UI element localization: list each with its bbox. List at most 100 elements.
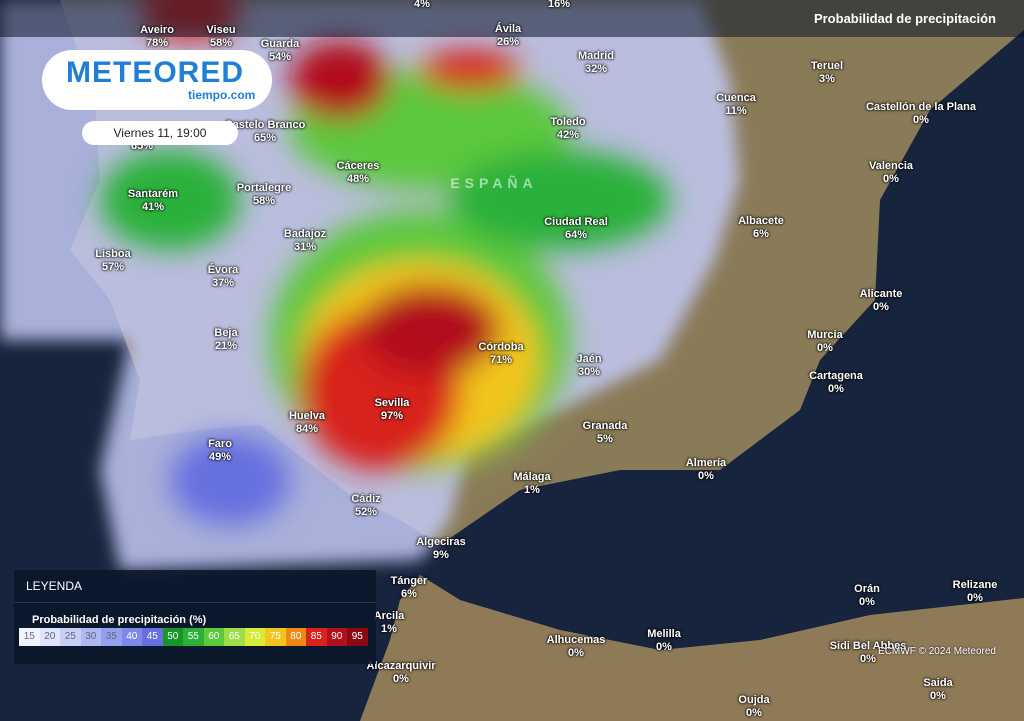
city-label: Saida 0% (923, 677, 952, 703)
city-name: Madrid (577, 50, 615, 62)
city-name: Saida (923, 677, 953, 689)
city-label: Valencia 0% (869, 160, 913, 186)
city-label: Castelo Branco 65% (225, 119, 306, 145)
city-label: 16% (548, 0, 570, 11)
city-name: Granada (582, 420, 628, 432)
city-name: Córdoba (478, 341, 524, 353)
city-name: Guarda (260, 38, 300, 50)
city-name: Teruel (810, 60, 844, 72)
city-probability: 0% (967, 592, 983, 604)
city-name: Santarém (127, 188, 179, 200)
city-name: Oujda (738, 694, 770, 706)
city-name: Alhucemas (546, 634, 606, 646)
city-probability: 4% (414, 0, 430, 10)
city-label: Melilla 0% (647, 628, 681, 654)
city-label: Sidi Bel Abbes 0% (830, 640, 907, 666)
city-label: 4% (414, 0, 430, 11)
legend-divider (14, 602, 376, 603)
city-label: Toledo 42% (550, 116, 585, 142)
city-probability: 84% (295, 423, 319, 435)
city-probability: 41% (141, 201, 165, 213)
city-probability: 58% (209, 37, 233, 49)
city-label: Córdoba 71% (478, 341, 523, 367)
city-label: Tánger 6% (391, 575, 428, 601)
legend-swatch: 65 (224, 628, 245, 646)
city-probability: 97% (380, 410, 404, 422)
city-label: Alicante 0% (860, 288, 903, 314)
city-probability: 6% (753, 228, 769, 240)
city-probability: 5% (597, 433, 613, 445)
city-label: Cádiz 52% (351, 493, 380, 519)
city-label: Madrid 32% (578, 50, 614, 76)
city-name: Melilla (647, 628, 681, 640)
credit: ECMWF © 2024 Meteored (878, 646, 996, 657)
city-label: Orán 0% (854, 583, 880, 609)
city-label: Almería 0% (686, 457, 726, 483)
city-probability: 1% (524, 484, 540, 496)
city-label: Ávila 26% (495, 23, 521, 49)
city-probability: 0% (817, 342, 833, 354)
city-probability: 0% (393, 673, 409, 685)
city-probability: 37% (211, 277, 235, 289)
city-name: Jaén (576, 353, 602, 365)
header-title: Probabilidad de precipitación (813, 11, 996, 26)
logo-site: tiempo.com (188, 88, 256, 102)
legend-swatch: 50 (162, 628, 183, 646)
city-probability: 0% (930, 690, 946, 702)
city-probability: 21% (214, 340, 238, 352)
city-label: Ciudad Real 64% (544, 216, 608, 242)
city-label: Huelva 84% (289, 410, 325, 436)
logo-brand: METEORED (66, 56, 245, 89)
city-label: Viseu 58% (206, 24, 235, 50)
city-name: Valencia (868, 160, 914, 172)
legend-scale: 15 20 25 30 35 40 45 50 55 60 65 70 75 80 85 90 95 (19, 628, 368, 646)
city-name: Badajoz (283, 228, 327, 240)
city-probability: 57% (101, 261, 125, 273)
city-name: Albacete (738, 215, 784, 227)
city-label: Faro 49% (208, 438, 232, 464)
city-probability: 0% (873, 301, 889, 313)
date-badge[interactable]: Viernes 11, 19:00 (82, 121, 238, 145)
city-probability: 71% (489, 354, 513, 366)
city-label: Badajoz 31% (284, 228, 326, 254)
city-name: Sevilla (374, 397, 410, 409)
city-probability: 1% (381, 623, 397, 635)
city-label: Cáceres 48% (337, 160, 380, 186)
city-name: Cartagena (809, 370, 863, 382)
city-label: Sevilla 97% (375, 397, 410, 423)
city-label: Castellón de la Plana 0% (866, 101, 976, 127)
city-label: Évora 37% (208, 264, 239, 290)
city-label: Aveiro 78% (140, 24, 174, 50)
city-name: Cuenca (716, 92, 756, 104)
city-probability: 31% (293, 241, 317, 253)
city-probability: 0% (698, 470, 714, 482)
legend-swatch: 35 (101, 628, 122, 646)
city-label: Cuenca 11% (716, 92, 756, 118)
city-name: Alicante (859, 288, 903, 300)
city-name: Ciudad Real (544, 216, 608, 228)
city-probability: 0% (568, 647, 584, 659)
city-probability: 3% (819, 73, 835, 85)
legend-swatch: 40 (121, 628, 142, 646)
city-label: Murcia 0% (807, 329, 842, 355)
city-name: Beja (214, 327, 238, 339)
city-label: Santarém 41% (128, 188, 178, 214)
city-name: Toledo (550, 116, 586, 128)
city-probability: 6% (401, 588, 417, 600)
city-probability: 0% (656, 641, 672, 653)
legend-swatch: 20 (39, 628, 60, 646)
city-probability: 0% (883, 173, 899, 185)
city-label: Portalegre 58% (237, 182, 291, 208)
city-probability: 0% (913, 114, 929, 126)
city-probability: 11% (725, 105, 747, 117)
city-probability: 0% (746, 707, 762, 719)
city-probability: 26% (496, 36, 520, 48)
legend-swatch: 30 (80, 628, 101, 646)
logo[interactable]: METEORED tiempo.com (42, 50, 272, 110)
city-probability: 0% (860, 653, 876, 665)
city-probability: 54% (268, 51, 292, 63)
city-label: Relizane 0% (953, 579, 998, 605)
legend-swatch: 15 (19, 628, 40, 646)
city-label: Algeciras 9% (416, 536, 466, 562)
